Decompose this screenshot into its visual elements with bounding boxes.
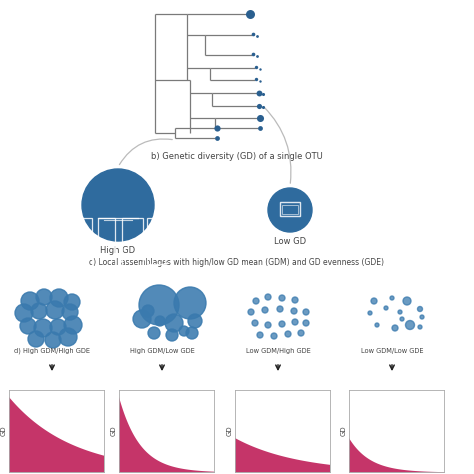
- Circle shape: [405, 320, 414, 329]
- Circle shape: [46, 301, 64, 319]
- Point: [253, 32, 261, 40]
- Circle shape: [50, 319, 66, 335]
- Point: [252, 63, 260, 71]
- Circle shape: [400, 317, 404, 321]
- Circle shape: [21, 292, 39, 310]
- Circle shape: [303, 309, 309, 315]
- Circle shape: [418, 325, 422, 329]
- Circle shape: [279, 295, 285, 301]
- Point: [256, 77, 264, 85]
- Circle shape: [303, 320, 309, 326]
- Y-axis label: GD: GD: [227, 426, 233, 436]
- Circle shape: [292, 319, 298, 325]
- Point: [256, 114, 264, 122]
- Circle shape: [82, 169, 154, 241]
- Y-axis label: GD: GD: [1, 426, 7, 436]
- Y-axis label: GD: GD: [341, 426, 347, 436]
- Circle shape: [50, 289, 68, 307]
- Point: [253, 52, 261, 60]
- Circle shape: [64, 294, 80, 310]
- Point: [259, 103, 267, 111]
- Circle shape: [62, 304, 78, 320]
- Point: [256, 124, 264, 132]
- Circle shape: [174, 287, 206, 319]
- Circle shape: [248, 309, 254, 315]
- Point: [255, 89, 263, 97]
- Circle shape: [375, 323, 379, 327]
- Circle shape: [298, 330, 304, 336]
- Circle shape: [420, 315, 424, 319]
- Circle shape: [268, 188, 312, 232]
- Circle shape: [384, 306, 388, 310]
- Point: [246, 10, 254, 18]
- Text: d) High GDM/High GDE: d) High GDM/High GDE: [14, 348, 90, 355]
- Circle shape: [34, 319, 52, 337]
- Circle shape: [418, 307, 422, 311]
- Circle shape: [186, 327, 198, 339]
- Circle shape: [15, 304, 33, 322]
- Circle shape: [262, 307, 268, 313]
- Circle shape: [392, 325, 398, 331]
- Circle shape: [45, 332, 61, 348]
- Circle shape: [265, 322, 271, 328]
- Circle shape: [398, 310, 402, 314]
- Circle shape: [252, 320, 258, 326]
- Circle shape: [279, 321, 285, 327]
- Circle shape: [292, 297, 298, 303]
- Text: High GDM/Low GDE: High GDM/Low GDE: [129, 348, 194, 354]
- Point: [252, 75, 260, 83]
- Circle shape: [265, 294, 271, 300]
- Circle shape: [36, 289, 52, 305]
- Circle shape: [133, 310, 151, 328]
- Circle shape: [271, 333, 277, 339]
- Circle shape: [155, 316, 165, 326]
- Y-axis label: GD: GD: [111, 426, 117, 436]
- Circle shape: [31, 303, 47, 319]
- Text: Low GDM/Low GDE: Low GDM/Low GDE: [361, 348, 423, 354]
- Circle shape: [188, 314, 202, 328]
- Point: [255, 102, 263, 110]
- Circle shape: [179, 326, 189, 336]
- Text: c) Local assemblages with high/low GD mean (GDM) and GD evenness (GDE): c) Local assemblages with high/low GD me…: [90, 258, 384, 267]
- Circle shape: [257, 332, 263, 338]
- Circle shape: [20, 318, 36, 334]
- Circle shape: [142, 305, 154, 317]
- Point: [249, 30, 257, 38]
- Circle shape: [253, 298, 259, 304]
- Circle shape: [59, 328, 77, 346]
- Circle shape: [139, 285, 179, 325]
- Circle shape: [148, 327, 160, 339]
- Point: [259, 90, 267, 98]
- Circle shape: [165, 314, 183, 332]
- Point: [249, 50, 257, 58]
- Circle shape: [64, 316, 82, 334]
- Point: [213, 124, 221, 132]
- Point: [213, 134, 221, 142]
- Circle shape: [371, 298, 377, 304]
- Circle shape: [291, 308, 297, 314]
- Point: [256, 65, 264, 73]
- Circle shape: [166, 329, 178, 341]
- Text: Low GDM/High GDE: Low GDM/High GDE: [246, 348, 310, 354]
- Circle shape: [368, 311, 372, 315]
- Circle shape: [390, 296, 394, 300]
- Circle shape: [403, 297, 411, 305]
- Text: b) Genetic diversity (GD) of a single OTU: b) Genetic diversity (GD) of a single OT…: [151, 152, 323, 161]
- Text: High GD: High GD: [100, 246, 136, 255]
- Circle shape: [277, 306, 283, 312]
- Circle shape: [28, 331, 44, 347]
- Text: Low GD: Low GD: [274, 237, 306, 246]
- Circle shape: [285, 331, 291, 337]
